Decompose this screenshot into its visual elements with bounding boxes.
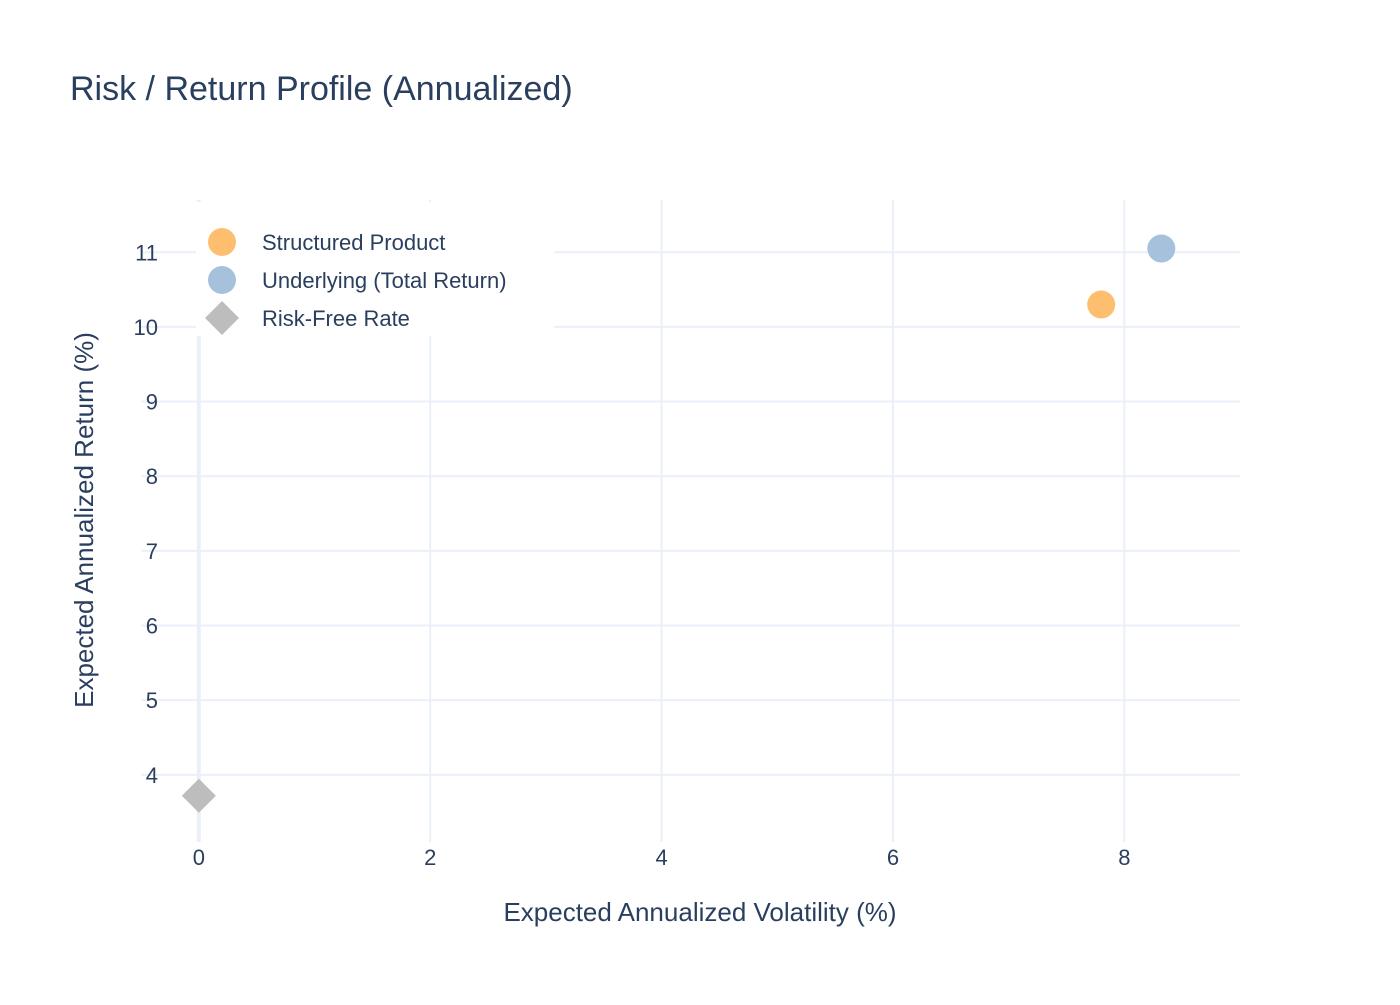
data-point-structured-product[interactable] [1087, 290, 1116, 319]
y-tick-label: 4 [146, 763, 158, 788]
x-tick-label: 0 [193, 845, 205, 870]
y-tick-label: 8 [146, 464, 158, 489]
data-point-risk-free-rate[interactable] [181, 778, 216, 813]
y-tick-label: 10 [134, 315, 158, 340]
legend-marker-diamond [205, 301, 239, 335]
legend-marker-circle [208, 266, 236, 294]
ticks-layer: 4 5 6 7 8 9 10 11 0 2 4 6 8 [134, 240, 1131, 870]
points-layer [181, 234, 1176, 813]
legend-label: Underlying (Total Return) [262, 268, 507, 293]
x-tick-label: 2 [424, 845, 436, 870]
y-tick-label: 9 [146, 390, 158, 415]
legend-label: Structured Product [262, 230, 445, 255]
chart-title: Risk / Return Profile (Annualized) [70, 70, 573, 108]
legend: Structured Product Underlying (Total Retu… [196, 202, 554, 336]
x-tick-label: 8 [1118, 845, 1130, 870]
y-tick-label: 6 [146, 614, 158, 639]
data-point-underlying-total-return[interactable] [1147, 234, 1176, 263]
x-tick-label: 4 [655, 845, 667, 870]
legend-background [196, 202, 554, 336]
legend-marker-circle [208, 228, 236, 256]
legend-label: Risk-Free Rate [262, 306, 410, 331]
y-tick-label: 7 [146, 539, 158, 564]
x-tick-label: 6 [887, 845, 899, 870]
y-tick-label: 5 [146, 688, 158, 713]
y-axis-label: Expected Annualized Return (%) [69, 332, 99, 708]
grid-layer [141, 200, 1240, 842]
x-axis-label: Expected Annualized Volatility (%) [503, 897, 896, 927]
y-tick-label: 11 [135, 240, 158, 265]
